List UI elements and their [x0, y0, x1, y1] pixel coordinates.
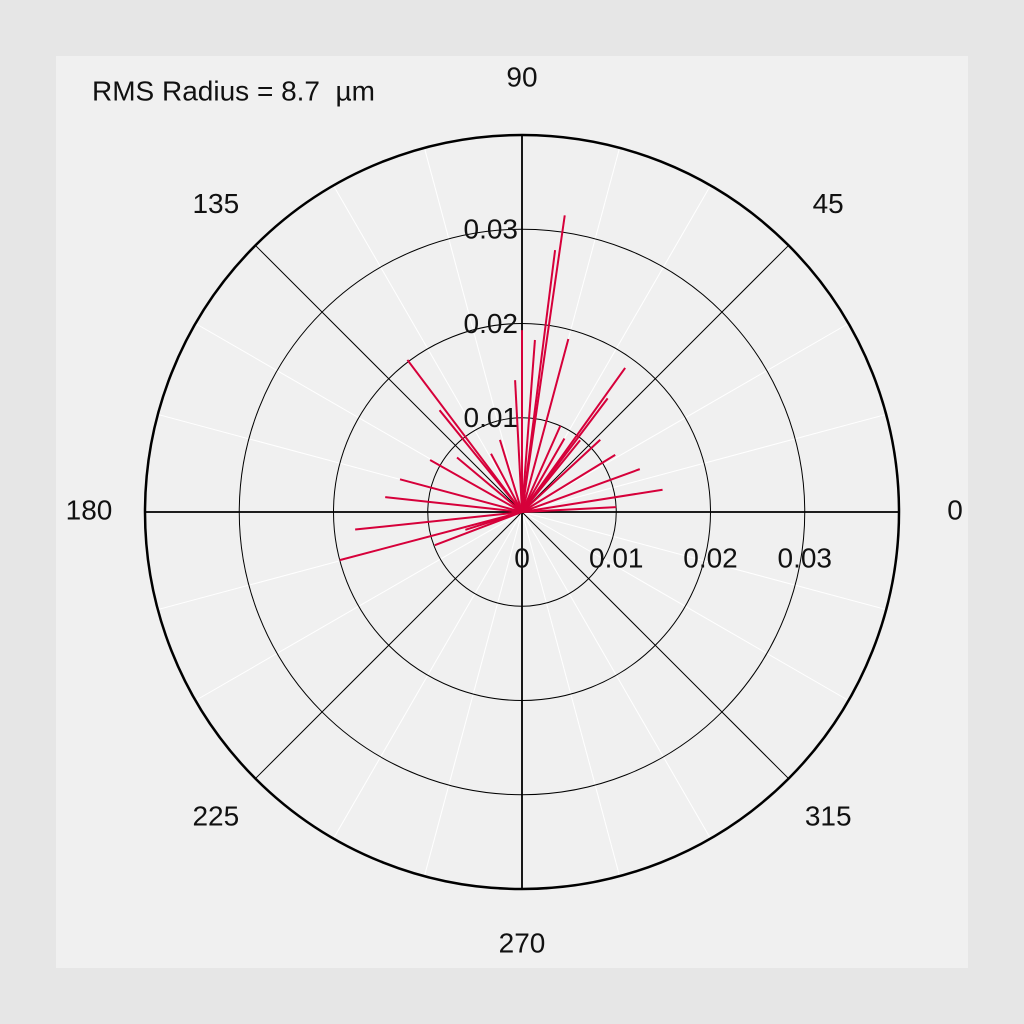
theta-tick-label: 315 — [805, 801, 852, 832]
spike — [339, 511, 523, 562]
annotation: RMS Radius = 8.7 µm — [92, 75, 375, 106]
spike — [521, 425, 562, 513]
spike — [521, 339, 536, 513]
theta-tick-label: 90 — [506, 61, 537, 92]
spike — [498, 439, 523, 513]
theta-tick-label: 270 — [499, 927, 546, 958]
theta-tick-label: 135 — [192, 188, 239, 219]
spike — [385, 496, 523, 513]
r-tick-label: 0.02 — [683, 542, 738, 573]
spoke-grid-line — [255, 245, 523, 513]
spike — [521, 506, 617, 513]
theta-tick-label: 45 — [813, 188, 844, 219]
r-tick-label: 0.03 — [778, 542, 833, 573]
spike — [521, 438, 566, 513]
theta-tick-label: 0 — [947, 494, 963, 525]
spike — [521, 454, 616, 513]
r-tick-label: 0 — [514, 542, 530, 573]
spike — [521, 488, 663, 513]
spike — [514, 380, 523, 513]
spike — [521, 468, 641, 513]
spike — [429, 459, 523, 513]
spike — [406, 359, 523, 513]
r-tick-label: 0.01 — [589, 542, 644, 573]
spike — [521, 367, 626, 513]
spike — [490, 453, 523, 513]
r-tick-label: 0.03 — [464, 214, 519, 245]
spike — [456, 456, 523, 513]
spoke-grid-line — [255, 511, 523, 779]
theta-tick-label: 225 — [192, 801, 239, 832]
spike — [521, 439, 601, 513]
r-tick-label: 0.02 — [464, 308, 519, 339]
r-tick-label: 0.01 — [464, 402, 519, 433]
spike — [399, 478, 523, 513]
spike — [355, 511, 523, 531]
spoke-grid-line — [521, 511, 789, 779]
spike — [434, 511, 523, 547]
theta-tick-label: 180 — [66, 494, 113, 525]
spike — [521, 338, 570, 513]
spoke-grid-line — [521, 245, 789, 513]
spike — [438, 409, 523, 513]
spike — [521, 250, 557, 513]
